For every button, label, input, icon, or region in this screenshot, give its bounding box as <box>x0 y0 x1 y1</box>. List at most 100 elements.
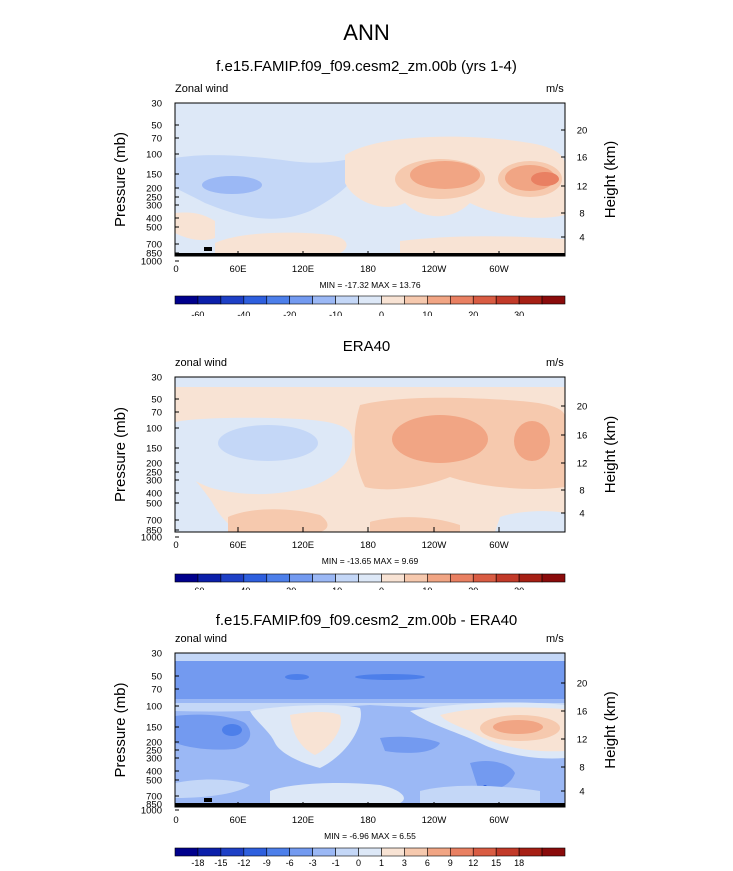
panel-1-contour-region <box>175 127 390 165</box>
panel-3-y2-axis-title: Height (km) <box>602 691 619 769</box>
panel-3-contour-region <box>222 724 242 736</box>
panel-1-y2-tick-label: 4 <box>579 233 584 244</box>
panel-3-y2-tick-label: 16 <box>577 707 588 718</box>
panel-1-contour-region <box>400 236 565 253</box>
panel-3-colorbar-box <box>358 847 382 857</box>
panel-2-colorbar-box <box>472 573 497 583</box>
panel-3-contour-region <box>380 736 440 753</box>
panel-1-y-axis-title: Pressure (mb) <box>112 132 129 227</box>
page-title: ANN <box>343 20 390 45</box>
panel-3-left-label: zonal wind <box>175 633 227 645</box>
panel-1-y-tick-label: 200 <box>146 184 162 195</box>
panel-3-y-tick-label: 70 <box>151 685 162 696</box>
panel-1-y-tick-label: 850 <box>146 249 162 260</box>
panel-2-y-tick-label: 500 <box>146 499 162 510</box>
panel-1-colorbar-box <box>518 295 543 305</box>
panel-1-colorbar-box <box>427 295 451 305</box>
panel-2-y2-tick-label: 20 <box>577 402 588 413</box>
panel-2-colorbar-box <box>541 573 566 583</box>
panel-3-colorbar-label: -9 <box>263 858 271 868</box>
panel-2-contour-region <box>175 377 565 387</box>
panel-3-colorbar-label: -6 <box>286 858 294 868</box>
panel-3-colorbar-label: 12 <box>468 858 478 868</box>
panel-3-y-tick-label: 150 <box>146 723 162 734</box>
panel-1-y-tick-label: 500 <box>146 223 162 234</box>
panel-3-colorbar-label: 1 <box>379 858 384 868</box>
panel-3-colorbar-box <box>518 847 543 857</box>
panel-1-contour-region <box>175 212 215 241</box>
panel-1-filled-contours <box>175 103 565 256</box>
panel-2-colorbar-box <box>312 573 336 583</box>
panel-3-colorbar-label: 15 <box>491 858 501 868</box>
panel-2-plot: 3050701001502002503004005007008501000201… <box>112 373 619 591</box>
panel-2-colorbar-box <box>266 573 291 583</box>
panel-2-y2-tick-label: 16 <box>577 431 588 442</box>
panel-1-contour-region <box>410 161 480 189</box>
panel-2-minmax: MIN = -13.65 MAX = 9.69 <box>321 556 419 566</box>
panel-2-x-tick-label: 120E <box>292 540 314 551</box>
panel-3-y-tick-label: 1000 <box>141 806 162 817</box>
panel-3-colorbar-label: -3 <box>309 858 317 868</box>
panel-1-colorbar-label: 30 <box>514 310 524 316</box>
panel-3-contour-region <box>355 674 425 680</box>
panel-3-y-tick-label: 200 <box>146 738 162 749</box>
panel-2-y2-tick-label: 8 <box>579 486 584 497</box>
panel-3-colorbar-box <box>449 847 474 857</box>
panel-2-colorbar-label: -10 <box>329 586 342 590</box>
panel-2-colorbar-label: -60 <box>191 586 204 590</box>
panel-1-x-tick-label: 60E <box>230 264 247 275</box>
panel-3-contour-region <box>285 674 309 680</box>
panel-1-contour-region <box>202 176 262 194</box>
panel-2-contour-region <box>175 467 240 532</box>
panel-2-y-tick-label: 300 <box>146 476 162 487</box>
panel-3-filled-contours <box>175 653 565 807</box>
panel-2-y-tick-label: 200 <box>146 459 162 470</box>
panel-3-contour-region <box>420 785 540 803</box>
panel-2-x-tick-label: 60E <box>230 540 247 551</box>
panel-1-x-tick-label: 0 <box>173 264 178 275</box>
panel-3-frame <box>174 652 566 808</box>
panel-2-colorbar-label: -20 <box>283 586 296 590</box>
panel-3-contour-region <box>470 761 515 790</box>
panel-1-colorbar-box <box>289 295 313 305</box>
panel-3-colorbar-box <box>266 847 291 857</box>
panel-3-y-tick-label: 100 <box>146 702 162 713</box>
panel-3-colorbar-box <box>312 847 336 857</box>
panel-3-y-tick-label: 500 <box>146 776 162 787</box>
panel-3-colorbar-box <box>335 847 359 857</box>
panel-1-colorbar-box <box>266 295 291 305</box>
panel-2-y-tick-label: 100 <box>146 424 162 435</box>
panel-2-y-tick-label: 850 <box>146 526 162 537</box>
panel-3-colorbar-box <box>197 847 222 857</box>
panel-2-y-tick-label: 50 <box>151 395 162 406</box>
panel-2-colorbar-box <box>404 573 428 583</box>
panel-1-colorbar-box <box>335 295 359 305</box>
panel-3-colorbar-label: 0 <box>356 858 361 868</box>
panel-3-colorbar-label: 9 <box>448 858 453 868</box>
panel-3-contour-region <box>270 783 404 803</box>
panel-3-x-tick-label: 60W <box>489 815 509 826</box>
panel-2-colorbar-label: -40 <box>237 586 250 590</box>
panel-3-contour-region <box>175 714 251 750</box>
panel-2-x-tick-label: 180 <box>360 540 376 551</box>
panel-2-x-tick-label: 120W <box>422 540 447 551</box>
panel-1-colorbar-box <box>541 295 566 305</box>
panel-1-colorbar-label: -10 <box>329 310 342 316</box>
panel-3-x-tick-label: 180 <box>360 815 376 826</box>
panel-3-y-tick-label: 850 <box>146 800 162 811</box>
panel-2-colorbar-box <box>335 573 359 583</box>
panel-3-colorbar-box <box>404 847 428 857</box>
panel-1-colorbar-box <box>312 295 336 305</box>
panel-2-y2-tick-label: 4 <box>579 509 584 520</box>
panel-3-contour-region <box>290 712 341 755</box>
panel-1-colorbar-box <box>404 295 428 305</box>
panel-2-y2-axis-title: Height (km) <box>602 416 619 494</box>
panel-1-y-tick-label: 400 <box>146 214 162 225</box>
panel-3-colorbar-box <box>220 847 245 857</box>
panel-1-y2-tick-label: 20 <box>577 126 588 137</box>
panel-2-y-tick-label: 400 <box>146 489 162 500</box>
panel-2-y2-tick-label: 12 <box>577 459 588 470</box>
panel-3-contour-region <box>175 661 565 699</box>
panel-2-y-tick-label: 70 <box>151 408 162 419</box>
panel-1-y2-tick-label: 8 <box>579 209 584 220</box>
